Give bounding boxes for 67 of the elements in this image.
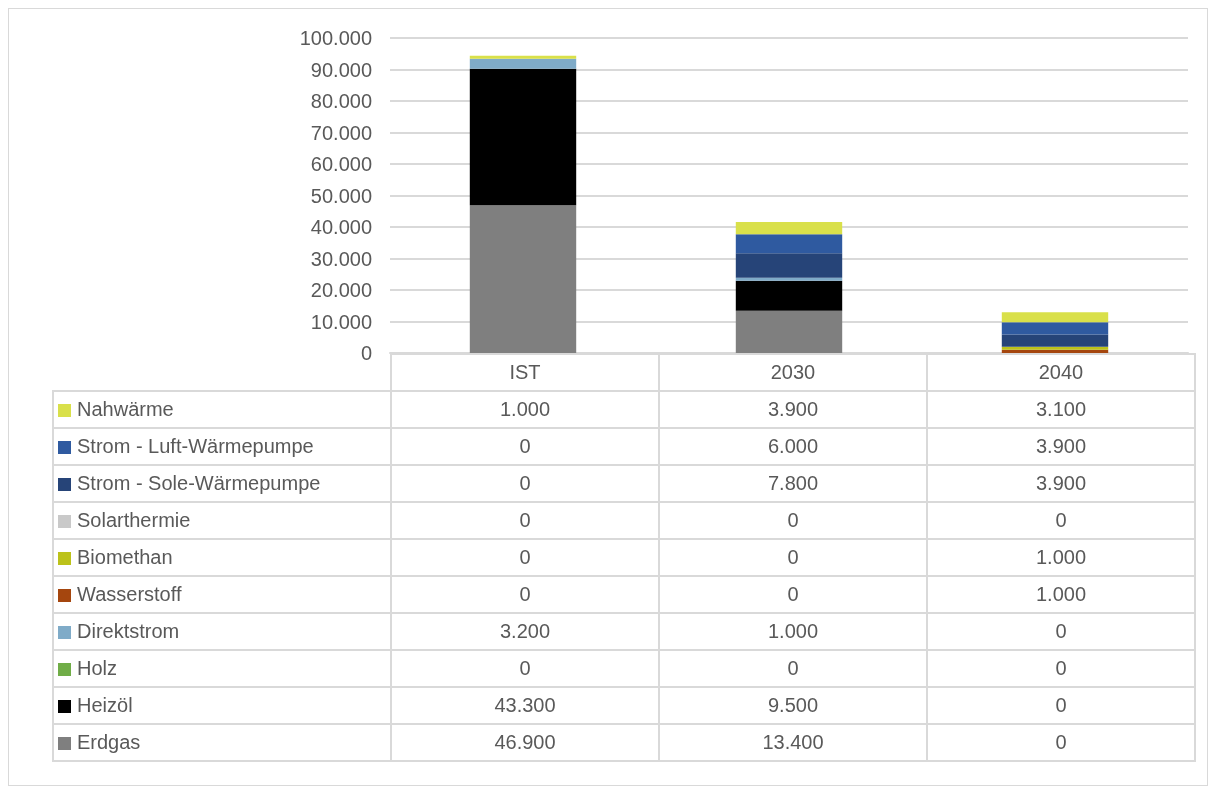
bar bbox=[735, 310, 843, 353]
data-label: 6.000 bbox=[659, 428, 927, 465]
data-label: 0 bbox=[927, 724, 1195, 761]
bar bbox=[735, 221, 843, 235]
data-label: 0 bbox=[391, 502, 659, 539]
y-tick-label: 40.000 bbox=[310, 216, 372, 238]
legend-label: Wasserstoff bbox=[53, 576, 391, 613]
data-label: 0 bbox=[659, 502, 927, 539]
x-tick-label: 2040 bbox=[927, 354, 1195, 391]
y-tick-label: 90.000 bbox=[310, 58, 372, 81]
legend-label: Holz bbox=[53, 650, 391, 687]
data-label: 3.900 bbox=[927, 428, 1195, 465]
data-label: 3.900 bbox=[927, 465, 1195, 502]
data-label: 9.500 bbox=[659, 687, 927, 724]
y-tick-label: 0 bbox=[360, 342, 372, 364]
bar bbox=[1001, 312, 1109, 323]
data-label: 3.100 bbox=[927, 391, 1195, 428]
y-tick-label: 50.000 bbox=[310, 184, 372, 207]
data-label: 0 bbox=[391, 650, 659, 687]
data-label: 1.000 bbox=[927, 539, 1195, 576]
bar bbox=[469, 58, 577, 69]
legend-label: Strom - Sole-Wärmepumpe bbox=[53, 465, 391, 502]
data-label: 3.900 bbox=[659, 391, 927, 428]
bar bbox=[1001, 322, 1109, 335]
y-tick-label: 20.000 bbox=[310, 279, 372, 301]
y-tick-label: 80.000 bbox=[310, 90, 372, 112]
legend-label: Biomethan bbox=[53, 539, 391, 576]
y-tick-label: 70.000 bbox=[310, 121, 372, 144]
legend-label: Solarthermie bbox=[53, 502, 391, 539]
data-label: 1.000 bbox=[927, 576, 1195, 613]
bar bbox=[735, 234, 843, 254]
legend-label: Strom - Luft-Wärmepumpe bbox=[53, 428, 391, 465]
y-tick-label: 10.000 bbox=[310, 310, 372, 333]
data-label: 3.200 bbox=[391, 613, 659, 650]
x-tick-label: IST bbox=[391, 354, 659, 391]
data-label: 0 bbox=[659, 576, 927, 613]
bar bbox=[469, 205, 577, 353]
legend-label: Heizöl bbox=[53, 687, 391, 724]
bar bbox=[469, 55, 577, 59]
y-tick-label: 100.000 bbox=[299, 27, 372, 49]
y-tick-label: 30.000 bbox=[310, 247, 372, 270]
bar bbox=[735, 253, 843, 278]
x-tick-label: 2030 bbox=[659, 354, 927, 391]
legend-label: Direktstrom bbox=[53, 613, 391, 650]
data-label: 0 bbox=[391, 465, 659, 502]
data-label: 13.400 bbox=[659, 724, 927, 761]
bar bbox=[469, 68, 577, 206]
data-label: 0 bbox=[391, 539, 659, 576]
legend-label: Nahwärme bbox=[53, 391, 391, 428]
data-label: 0 bbox=[391, 428, 659, 465]
bar bbox=[1001, 334, 1109, 347]
data-label: 0 bbox=[927, 650, 1195, 687]
data-label: 43.300 bbox=[391, 687, 659, 724]
legend-label: Erdgas bbox=[53, 724, 391, 761]
data-label: 1.000 bbox=[659, 613, 927, 650]
bar bbox=[735, 280, 843, 311]
data-label: 0 bbox=[659, 650, 927, 687]
y-tick-label: 60.000 bbox=[310, 153, 372, 175]
data-label: 0 bbox=[927, 502, 1195, 539]
data-label: 1.000 bbox=[391, 391, 659, 428]
data-label: 7.800 bbox=[659, 465, 927, 502]
bar bbox=[735, 277, 843, 281]
data-label: 0 bbox=[391, 576, 659, 613]
data-label: 46.900 bbox=[391, 724, 659, 761]
data-label: 0 bbox=[659, 539, 927, 576]
data-label: 0 bbox=[927, 613, 1195, 650]
data-label: 0 bbox=[927, 687, 1195, 724]
